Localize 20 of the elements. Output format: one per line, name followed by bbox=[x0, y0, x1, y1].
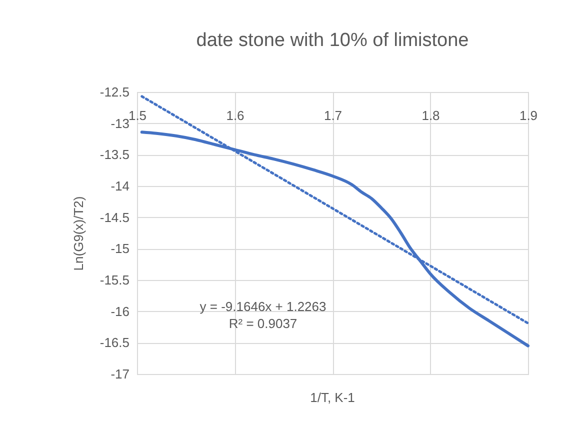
y-tick-label: -12.5 bbox=[100, 84, 130, 100]
y-tick-label: -15 bbox=[110, 241, 130, 256]
x-axis-title: 1/T, K-1 bbox=[310, 390, 355, 405]
y-tick-label: -16 bbox=[110, 304, 130, 319]
y-tick-label: -14 bbox=[110, 178, 130, 194]
x-tick-label: 1.5 bbox=[128, 108, 147, 123]
y-tick-label: -13.5 bbox=[100, 147, 130, 162]
y-tick-label: -17 bbox=[110, 366, 130, 382]
x-tick-label: 1.7 bbox=[324, 108, 342, 123]
x-tick-label: 1.9 bbox=[519, 108, 538, 123]
y-tick-label: -14.5 bbox=[100, 210, 130, 225]
y-tick-label: -15.5 bbox=[100, 272, 130, 288]
annotation: y = -9.1646x + 1.2263 bbox=[200, 299, 326, 314]
y-tick-label: -13 bbox=[110, 116, 130, 131]
x-tick-label: 1.6 bbox=[226, 108, 244, 123]
chart-title: date stone with 10% of limistone bbox=[196, 30, 469, 51]
y-tick-label: -16.5 bbox=[100, 335, 130, 350]
x-tick-label: 1.8 bbox=[422, 108, 440, 123]
y-axis-title: Ln(G9(x)/T2) bbox=[70, 196, 86, 271]
annotation: R² = 0.9037 bbox=[228, 316, 298, 331]
